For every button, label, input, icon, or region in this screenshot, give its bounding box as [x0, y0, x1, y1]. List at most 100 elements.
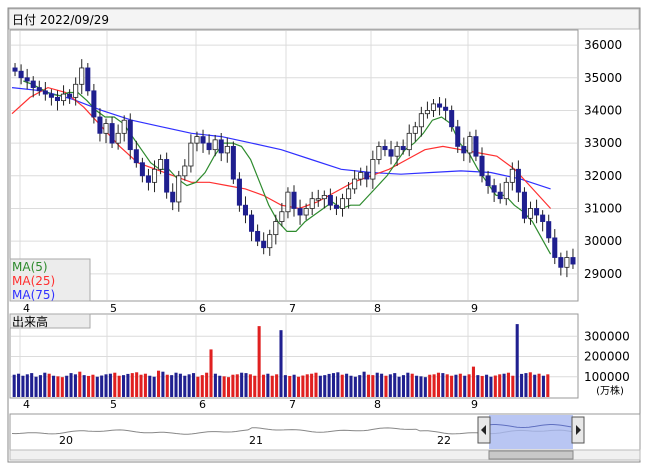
volume-bar	[240, 372, 244, 397]
overview-left-handle[interactable]	[477, 416, 491, 444]
ma-line	[11, 87, 551, 190]
candle-body	[85, 67, 91, 92]
candle-body	[570, 257, 576, 265]
price-panel	[9, 29, 579, 302]
price-tick-label: 29000	[584, 267, 622, 281]
volume-month-label: 6	[199, 398, 206, 411]
candle-body	[273, 221, 279, 236]
volume-bar	[463, 375, 467, 397]
overview-scrollbar-thumb[interactable]	[488, 450, 574, 460]
volume-bar	[401, 375, 406, 397]
overview-selection-line	[489, 424, 572, 429]
volume-bar	[441, 373, 445, 397]
candle-body	[188, 142, 194, 167]
volume-bar	[288, 375, 292, 397]
legend-ma25: MA(25)	[12, 274, 55, 288]
candle-body	[467, 136, 473, 154]
volume-bar	[21, 375, 25, 397]
candle-body	[449, 110, 455, 128]
volume-bar	[480, 375, 484, 397]
volume-bar	[126, 373, 130, 397]
volume-bar	[130, 373, 134, 397]
price-x-axis: 4 5 6 7 8 9	[23, 302, 478, 315]
volume-bar	[445, 374, 449, 397]
price-tick-label: 34000	[584, 103, 622, 117]
volume-bar	[397, 376, 401, 397]
volume-bar	[546, 374, 550, 397]
volume-bar	[218, 375, 222, 397]
candle-body	[394, 145, 400, 157]
overview-year-label: 20	[59, 434, 73, 447]
volume-bar	[423, 377, 427, 397]
volume-bar	[366, 374, 371, 397]
volume-unit: (万株)	[596, 384, 624, 397]
candle-body	[242, 204, 249, 216]
volume-bar	[270, 375, 274, 397]
candle-body	[18, 70, 24, 79]
volume-bar	[104, 374, 108, 397]
volume-bar	[183, 375, 187, 397]
volume-bar	[60, 377, 64, 397]
overview-selection[interactable]	[489, 415, 573, 449]
volume-bar	[205, 372, 209, 397]
volume-bar	[253, 375, 257, 397]
volume-bar	[65, 375, 69, 397]
candle-body	[358, 172, 364, 180]
volume-bar	[117, 375, 121, 397]
volume-bar	[419, 376, 423, 397]
volume-bar	[318, 375, 322, 397]
volume-bar	[152, 376, 156, 397]
candle-body	[236, 178, 242, 206]
volume-bar	[161, 371, 165, 397]
volume-bar	[108, 373, 112, 397]
candle-body	[176, 175, 182, 203]
volume-bar	[537, 373, 541, 397]
volume-bar	[170, 375, 174, 397]
month-label: 7	[289, 302, 296, 315]
volume-month-label: 9	[471, 398, 478, 411]
candle-body	[412, 126, 418, 134]
overview-year-label: 22	[437, 434, 451, 447]
overview-scrollbar-track[interactable]	[9, 449, 641, 461]
volume-bar	[375, 372, 379, 397]
volume-bar	[493, 375, 497, 397]
candle-body	[145, 175, 151, 183]
volume-bar	[454, 374, 458, 397]
candle-body	[194, 136, 200, 144]
candle-body	[552, 237, 558, 258]
volume-bar	[17, 373, 21, 397]
volume-bar	[91, 374, 95, 397]
volume-bar	[432, 374, 436, 397]
candle-body	[97, 116, 103, 134]
volume-bar	[310, 373, 314, 397]
month-label: 8	[374, 302, 381, 315]
candle-body	[491, 185, 497, 193]
volume-bar	[222, 376, 226, 397]
volume-bar	[458, 373, 462, 397]
month-label: 5	[110, 302, 117, 315]
candle-body	[30, 80, 36, 88]
volume-bar	[38, 375, 42, 397]
volume-bar	[489, 376, 493, 397]
overview-labels: 20 21 22	[59, 434, 451, 447]
volume-bar	[520, 373, 524, 397]
volume-bar	[178, 373, 182, 397]
volume-bar	[292, 374, 296, 397]
volume-bar	[358, 375, 362, 397]
price-tick-label: 36000	[584, 38, 622, 52]
volume-bar	[524, 373, 528, 397]
candle-body	[515, 168, 521, 193]
volume-bar	[349, 375, 353, 397]
candle-body	[443, 106, 449, 111]
overview-right-handle[interactable]	[571, 416, 585, 444]
candle-body	[546, 221, 552, 239]
volume-bar	[327, 373, 331, 397]
candle-body	[534, 208, 540, 216]
candle-body	[382, 145, 388, 151]
candle-body	[206, 142, 212, 151]
volume-bar	[69, 373, 73, 397]
volume-bar	[244, 373, 248, 397]
candle-body	[521, 191, 527, 219]
volume-bar	[388, 374, 392, 397]
